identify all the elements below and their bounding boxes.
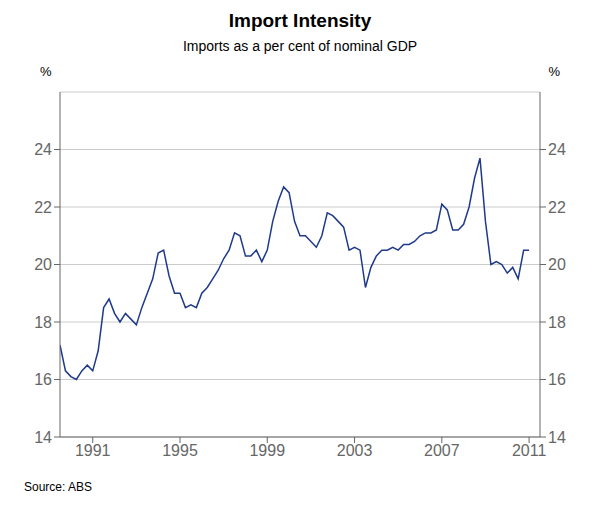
svg-text:24: 24 <box>548 141 566 158</box>
svg-text:16: 16 <box>34 371 52 388</box>
svg-text:1991: 1991 <box>75 442 111 459</box>
svg-text:22: 22 <box>548 199 566 216</box>
svg-text:2011: 2011 <box>512 442 547 459</box>
svg-text:22: 22 <box>34 199 52 216</box>
svg-text:18: 18 <box>548 314 566 331</box>
svg-text:2003: 2003 <box>337 442 373 459</box>
svg-text:24: 24 <box>34 141 52 158</box>
svg-text:1999: 1999 <box>249 442 285 459</box>
svg-text:20: 20 <box>548 256 566 273</box>
svg-text:14: 14 <box>548 429 566 446</box>
html-text:Source: ABS: Source: ABS <box>24 480 92 494</box>
html-text:Imports as a per cent of nomin: Imports as a per cent of nominal GDP <box>182 38 418 54</box>
svg-text:2007: 2007 <box>424 442 460 459</box>
html-text:Import Intensity: Import Intensity <box>228 10 372 31</box>
svg-text:1995: 1995 <box>162 442 198 459</box>
svg-text:18: 18 <box>34 314 52 331</box>
svg-text:14: 14 <box>34 429 52 446</box>
svg-text:20: 20 <box>34 256 52 273</box>
svg-text:16: 16 <box>548 371 566 388</box>
